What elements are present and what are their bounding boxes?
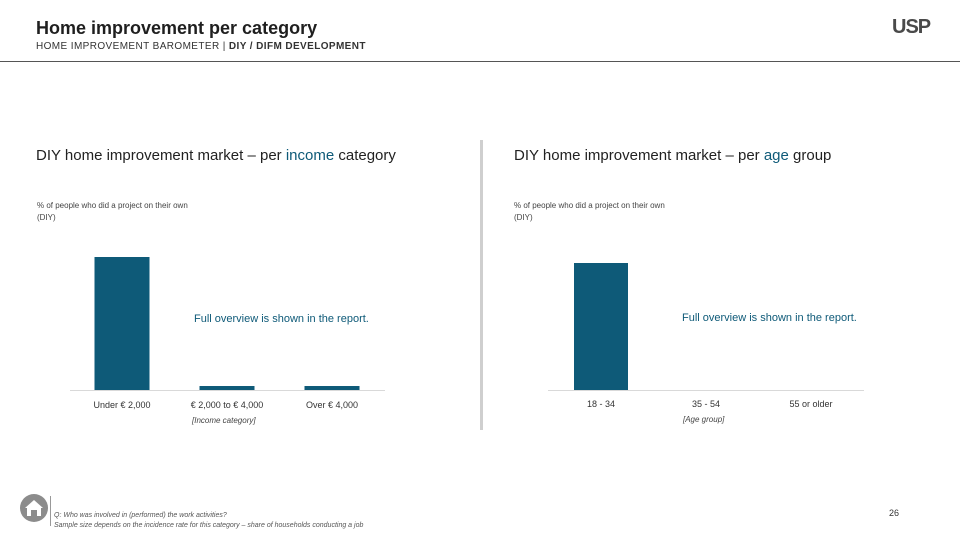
bar-2 (304, 386, 360, 390)
income-overlay-note: Full overview is shown in the report. (194, 313, 369, 325)
age-axis-title: [Age group] (683, 415, 725, 424)
income-panel-title: DIY home improvement market – per income… (36, 147, 396, 164)
age-title-before: DIY home improvement market – per (514, 147, 764, 164)
age-bar-chart: 18 - 34 35 - 54 55 or older (548, 263, 864, 409)
x-tick-label: € 2,000 to € 4,000 (191, 400, 264, 410)
age-title-after: group (788, 147, 832, 164)
header-divider (0, 61, 960, 62)
page-number: 26 (889, 508, 900, 518)
x-tick-label: 35 - 54 (692, 399, 720, 409)
x-tick-label: 18 - 34 (587, 399, 615, 409)
age-panel-title: DIY home improvement market – per age gr… (514, 147, 831, 164)
panel-divider (480, 140, 483, 430)
footer-sample-note: Sample size depends on the incidence rat… (54, 522, 364, 529)
bar-0 (94, 257, 150, 390)
x-tick-label: Over € 4,000 (306, 400, 358, 410)
footer-divider (50, 496, 51, 526)
income-title-highlight: income (285, 147, 335, 164)
x-tick-label: 55 or older (789, 399, 832, 409)
footer-notes: Q: Who was involved in (performed) the w… (54, 511, 363, 531)
age-note: % of people who did a project on their o… (514, 201, 665, 222)
income-title-after: category (334, 147, 396, 164)
income-title-before: DIY home improvement market – per (36, 147, 286, 164)
subtitle-prefix: HOME IMPROVEMENT BAROMETER | (36, 41, 229, 52)
subtitle-bold: DIY / DIFM DEVELOPMENT (228, 41, 366, 52)
x-tick-label: Under € 2,000 (93, 400, 150, 410)
usp-logo: USP (892, 16, 931, 38)
income-note: % of people who did a project on their o… (37, 201, 188, 222)
page-subtitle: HOME IMPROVEMENT BAROMETER | DIY / DIFM … (36, 41, 366, 52)
page-title: Home improvement per category (36, 18, 318, 38)
home-icon (20, 494, 48, 522)
bar-1 (199, 386, 255, 390)
bar-0 (574, 263, 628, 390)
income-axis-title: [Income category] (192, 416, 256, 425)
age-title-highlight: age (763, 147, 789, 164)
footer-question: Q: Who was involved in (performed) the w… (54, 512, 227, 519)
income-bar-chart: Under € 2,000 € 2,000 to € 4,000 Over € 4,… (70, 257, 385, 410)
age-overlay-note: Full overview is shown in the report. (682, 312, 857, 324)
